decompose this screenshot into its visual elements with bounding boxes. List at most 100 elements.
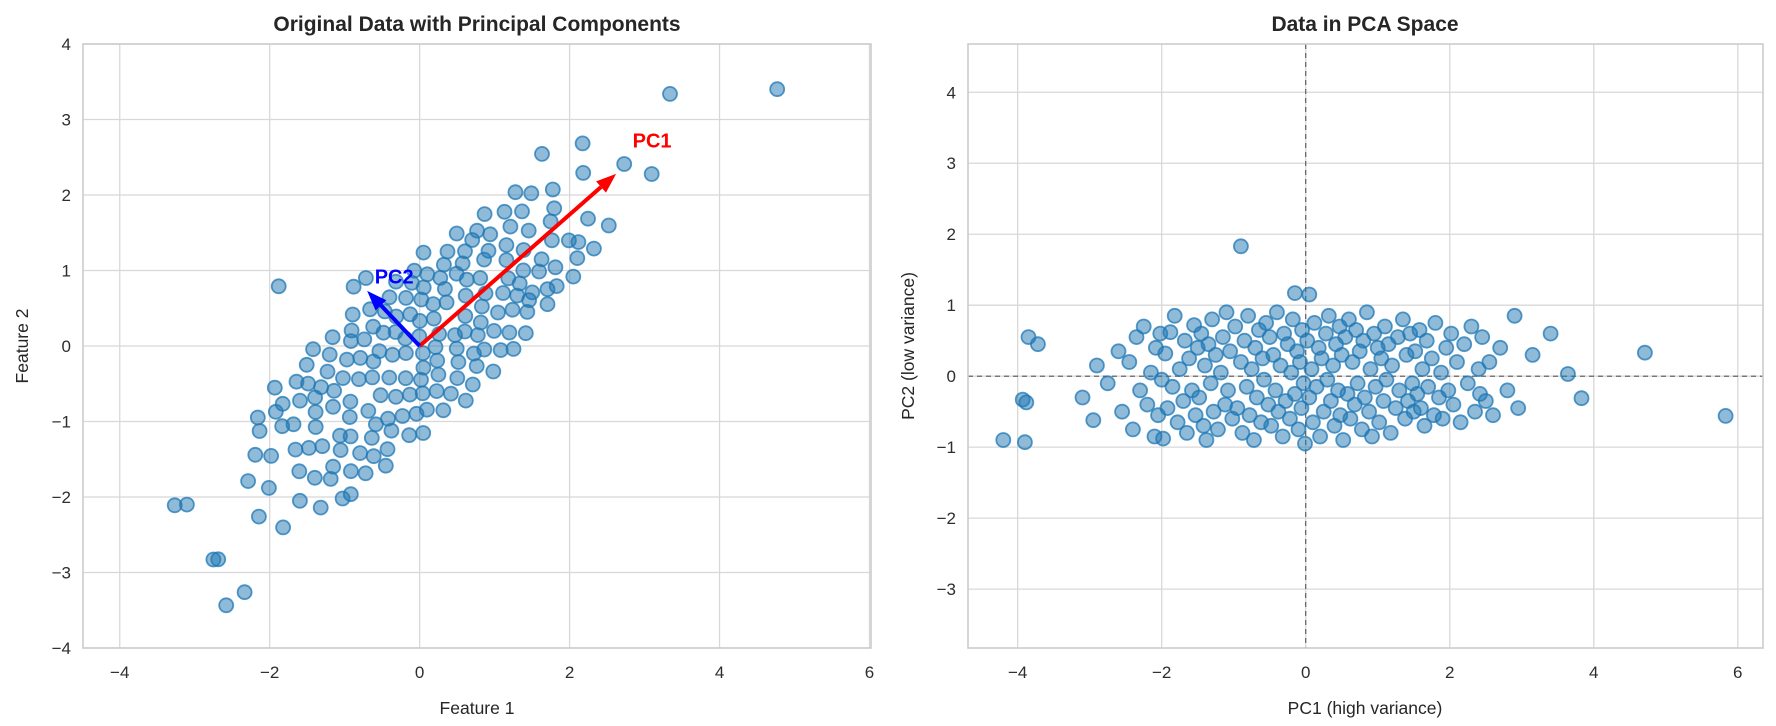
scatter-point bbox=[307, 419, 324, 435]
y-tick-label: −2 bbox=[937, 509, 956, 528]
scatter-point bbox=[365, 448, 382, 465]
scatter-point bbox=[1232, 354, 1249, 370]
scatter-point bbox=[1344, 354, 1361, 370]
scatter-point bbox=[387, 388, 404, 405]
scatter-point bbox=[326, 382, 343, 399]
scatter-point bbox=[1470, 361, 1487, 378]
scatter-point bbox=[1121, 354, 1138, 370]
scatter-point bbox=[1256, 371, 1272, 388]
scatter-point bbox=[1263, 417, 1280, 434]
scatter-point bbox=[1382, 424, 1399, 441]
scatter-point bbox=[1474, 329, 1491, 346]
x-tick-label: 4 bbox=[715, 663, 724, 682]
scatter-point bbox=[419, 266, 436, 283]
scatter-point bbox=[394, 408, 411, 424]
scatter-point bbox=[1132, 382, 1149, 399]
scatter-point bbox=[1299, 332, 1316, 349]
scatter-point bbox=[1181, 350, 1198, 367]
scatter-point bbox=[1212, 364, 1229, 381]
scatter-point bbox=[1247, 339, 1264, 356]
scatter-point bbox=[1407, 343, 1424, 360]
scatter-point bbox=[1193, 325, 1210, 342]
scatter-point bbox=[464, 376, 481, 393]
scatter-point bbox=[411, 312, 428, 329]
scatter-point bbox=[342, 463, 359, 480]
scatter-point bbox=[511, 275, 528, 292]
scatter-point bbox=[1268, 304, 1285, 321]
scatter-point bbox=[266, 379, 283, 396]
scatter-point bbox=[616, 156, 633, 172]
scatter-point bbox=[507, 184, 524, 201]
scatter-point bbox=[263, 447, 280, 464]
scatter-point bbox=[1245, 432, 1262, 448]
scatter-point bbox=[442, 385, 459, 402]
scatter-point bbox=[524, 284, 541, 301]
scatter-point bbox=[1171, 361, 1188, 378]
scatter-point bbox=[1243, 361, 1260, 378]
pc2-arrow-shaft bbox=[379, 303, 422, 348]
scatter-point bbox=[360, 402, 377, 419]
scatter-point bbox=[325, 458, 342, 475]
scatter-point bbox=[450, 354, 467, 371]
scatter-point bbox=[1364, 428, 1380, 445]
scatter-point bbox=[1157, 345, 1174, 362]
scatter-point bbox=[1317, 325, 1334, 342]
scatter-point bbox=[1414, 361, 1431, 378]
scatter-point bbox=[218, 597, 235, 614]
scatter-point bbox=[1176, 332, 1193, 349]
scatter-point bbox=[1434, 410, 1451, 427]
scatter-point bbox=[1175, 393, 1192, 409]
scatter-point bbox=[1308, 378, 1325, 395]
scatter-point bbox=[1322, 393, 1339, 409]
x-tick-label: 6 bbox=[1733, 663, 1742, 682]
y-axis-label: Feature 2 bbox=[12, 309, 32, 384]
scatter-point bbox=[520, 222, 537, 239]
x-tick-label: 6 bbox=[865, 663, 874, 682]
scatter-point bbox=[1232, 238, 1249, 255]
chart-title: Data in PCA Space bbox=[1271, 13, 1458, 36]
scatter-point bbox=[574, 135, 591, 152]
scatter-point bbox=[643, 166, 660, 182]
scatter-point bbox=[1319, 371, 1336, 388]
pc1-arrow-shaft bbox=[418, 185, 603, 348]
scatter-point bbox=[1340, 311, 1357, 328]
scatter-point bbox=[1164, 378, 1181, 395]
scatter-point bbox=[321, 346, 338, 363]
scatter-point bbox=[1358, 304, 1375, 321]
pc1-arrow: PC1 bbox=[418, 131, 672, 348]
scatter-point bbox=[1313, 350, 1330, 367]
scatter-point bbox=[1356, 389, 1373, 406]
scatter-point bbox=[312, 499, 329, 516]
x-tick-label: −4 bbox=[110, 663, 129, 682]
scatter-point bbox=[486, 322, 502, 339]
scatter-point bbox=[357, 270, 374, 286]
scatter-point bbox=[307, 404, 324, 420]
scatter-point bbox=[1169, 414, 1186, 431]
scatter-point bbox=[306, 469, 323, 486]
scatter-point bbox=[249, 409, 266, 426]
scatter-point bbox=[1445, 396, 1462, 413]
scatter-point bbox=[1274, 428, 1291, 445]
scatter-point bbox=[379, 441, 396, 458]
scatter-point bbox=[1205, 403, 1222, 420]
scatter-point bbox=[457, 308, 474, 324]
scatter-point bbox=[350, 371, 367, 388]
scatter-point bbox=[319, 363, 336, 380]
scatter-point bbox=[1236, 332, 1253, 349]
scatter-point bbox=[1506, 307, 1523, 324]
scatter-point bbox=[1085, 412, 1102, 429]
scatter-point bbox=[548, 278, 565, 295]
scatter-point bbox=[769, 81, 786, 98]
scatter-point bbox=[565, 268, 582, 285]
scatter-point bbox=[1099, 375, 1116, 392]
scatter-point bbox=[1220, 382, 1236, 399]
scatter-point bbox=[1281, 410, 1298, 427]
scatter-point bbox=[388, 273, 404, 290]
scatter-point bbox=[1384, 357, 1401, 374]
scatter-points bbox=[995, 238, 1734, 452]
scatter-point bbox=[1301, 389, 1318, 406]
scatter-point bbox=[1438, 339, 1455, 356]
y-axis-label: PC2 (low variance) bbox=[898, 272, 918, 420]
plot-frame bbox=[82, 43, 872, 649]
